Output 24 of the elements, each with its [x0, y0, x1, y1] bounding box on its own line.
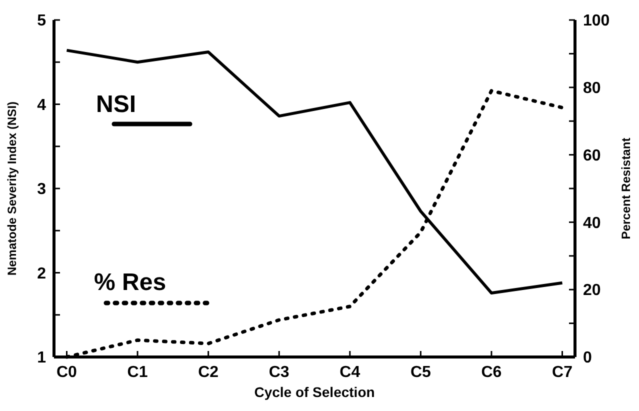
series-label: % Res — [94, 269, 166, 296]
x-tick-label: C1 — [127, 364, 148, 381]
x-tick-label: C4 — [340, 364, 360, 381]
x-tick-label: C6 — [481, 364, 502, 381]
y2-tick-label: 40 — [583, 214, 601, 232]
y-tick-label: 4 — [37, 96, 46, 114]
x-tick-label: C5 — [410, 364, 432, 381]
x-tick-label: C0 — [56, 364, 78, 381]
x-tick-label: C7 — [552, 364, 573, 381]
y2-tick-label: 0 — [583, 350, 592, 367]
y-tick-label: 5 — [37, 12, 46, 30]
y2-tick-label: 20 — [583, 282, 601, 300]
y-axis-title: Nematode Severity Index (NSI) — [5, 101, 19, 276]
x-tick-label: C2 — [198, 364, 219, 381]
y2-tick-label: 60 — [583, 147, 601, 164]
y2-tick-label: 100 — [583, 12, 610, 30]
y2-axis-title: Percent Resistant — [619, 138, 633, 240]
series-label: NSI — [96, 91, 136, 118]
y2-tick-label: 80 — [583, 80, 601, 97]
x-tick-label: C3 — [268, 364, 290, 381]
y-tick-label: 1 — [37, 350, 46, 367]
y-tick-label: 2 — [37, 265, 46, 282]
x-axis-title: Cycle of Selection — [254, 384, 375, 400]
y-tick-label: 3 — [37, 181, 46, 198]
